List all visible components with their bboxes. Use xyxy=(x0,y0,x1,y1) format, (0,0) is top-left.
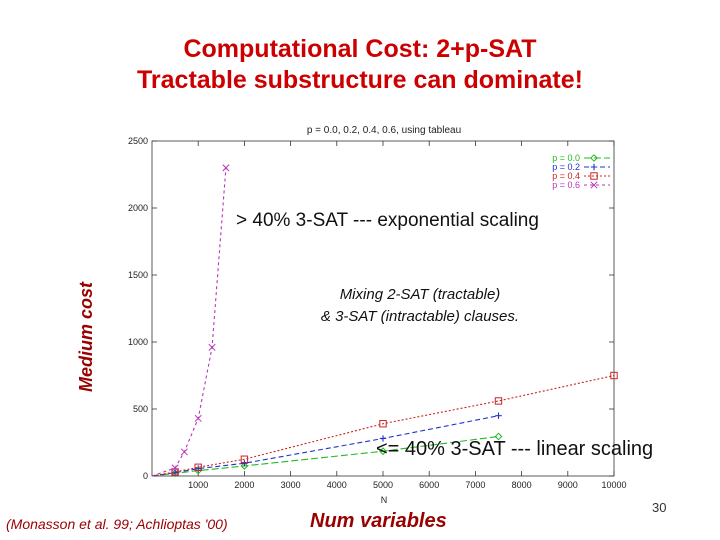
data-point xyxy=(240,455,249,463)
slide-title: Computational Cost: 2+p-SAT Tractable su… xyxy=(0,34,720,96)
data-point xyxy=(590,181,598,189)
data-point xyxy=(379,435,387,442)
data-point xyxy=(379,447,387,456)
series-line xyxy=(151,374,615,477)
data-point xyxy=(194,466,203,475)
legend-entry: p = 0.4 xyxy=(552,171,610,181)
data-point xyxy=(590,163,598,171)
data-point xyxy=(590,172,598,180)
series-p-0-4 xyxy=(151,371,618,477)
chart-title: p = 0.0, 0.2, 0.4, 0.6, using tableau xyxy=(307,125,461,136)
legend-entry: p = 0.0 xyxy=(552,153,610,163)
data-point xyxy=(379,420,387,428)
data-point xyxy=(222,164,230,172)
x-tick-label: 2000 xyxy=(234,480,254,490)
data-point xyxy=(208,343,216,351)
x-tick-label: 9000 xyxy=(558,480,578,490)
x-tick-label: 1000 xyxy=(188,480,208,490)
annotation-linear: <= 40% 3-SAT --- linear scaling xyxy=(376,438,654,460)
chart-series xyxy=(151,164,618,478)
legend-entry: p = 0.6 xyxy=(552,180,610,190)
x-tick-label: 10000 xyxy=(601,480,626,490)
legend-entry: p = 0.2 xyxy=(552,162,610,172)
series-line xyxy=(151,435,499,477)
x-axis-label: Num variables xyxy=(310,510,447,532)
slide-title-line1: Computational Cost: 2+p-SAT xyxy=(183,35,537,63)
x-tick-label: 6000 xyxy=(419,480,439,490)
x-tick-label: 7000 xyxy=(465,480,485,490)
legend-label: p = 0.6 xyxy=(552,180,580,190)
data-point xyxy=(194,463,202,471)
x-tick-label: 8000 xyxy=(512,480,532,490)
y-tick-label: 1000 xyxy=(128,337,148,347)
y-tick-label: 0 xyxy=(143,471,148,481)
x-tick-label: 3000 xyxy=(281,480,301,490)
y-tick-label: 1500 xyxy=(128,270,148,280)
chart-x-axis-label: N xyxy=(381,495,388,505)
annotation-mixing-line1: Mixing 2-SAT (tractable) xyxy=(339,286,501,303)
y-axis-label: Medium cost xyxy=(76,281,96,392)
data-point xyxy=(171,464,179,472)
y-tick-label: 2500 xyxy=(128,136,148,146)
data-point xyxy=(494,397,503,405)
chart-axes: 0 500 1000 1500 2000 2500 1000 2000 3000 4000 5000… xyxy=(128,136,627,490)
data-point xyxy=(590,154,598,162)
legend-label: p = 0.0 xyxy=(552,153,580,163)
y-tick-label: 2000 xyxy=(128,203,148,213)
slide-title-line2: Tractable substructure can dominate! xyxy=(137,66,583,94)
data-point xyxy=(241,460,248,467)
annotation-mixing: Mixing 2-SAT (tractable) & 3-SAT (intrac… xyxy=(240,284,600,328)
data-point xyxy=(495,412,502,419)
data-point xyxy=(171,468,179,476)
chart-legend: p = 0.0p = 0.2p = 0.4p = 0.6 xyxy=(552,153,610,190)
data-point xyxy=(494,432,503,441)
x-tick-label: 4000 xyxy=(327,480,347,490)
data-point xyxy=(194,414,202,422)
y-tick-label: 500 xyxy=(133,404,148,414)
data-point xyxy=(180,448,188,456)
series-p-0-6 xyxy=(151,164,230,477)
legend-label: p = 0.4 xyxy=(552,171,580,181)
annotation-exponential: > 40% 3-SAT --- exponential scaling xyxy=(236,210,539,231)
annotation-mixing-line2: & 3-SAT (intractable) clauses. xyxy=(320,308,520,325)
data-point xyxy=(240,462,249,470)
legend-label: p = 0.2 xyxy=(552,162,580,172)
series-line xyxy=(151,167,227,477)
x-tick-label: 5000 xyxy=(373,480,393,490)
series-line xyxy=(151,415,499,477)
citation: (Monasson et al. 99; Achlioptas '00) xyxy=(6,516,228,532)
data-point xyxy=(610,371,618,380)
page-number: 30 xyxy=(652,500,667,515)
